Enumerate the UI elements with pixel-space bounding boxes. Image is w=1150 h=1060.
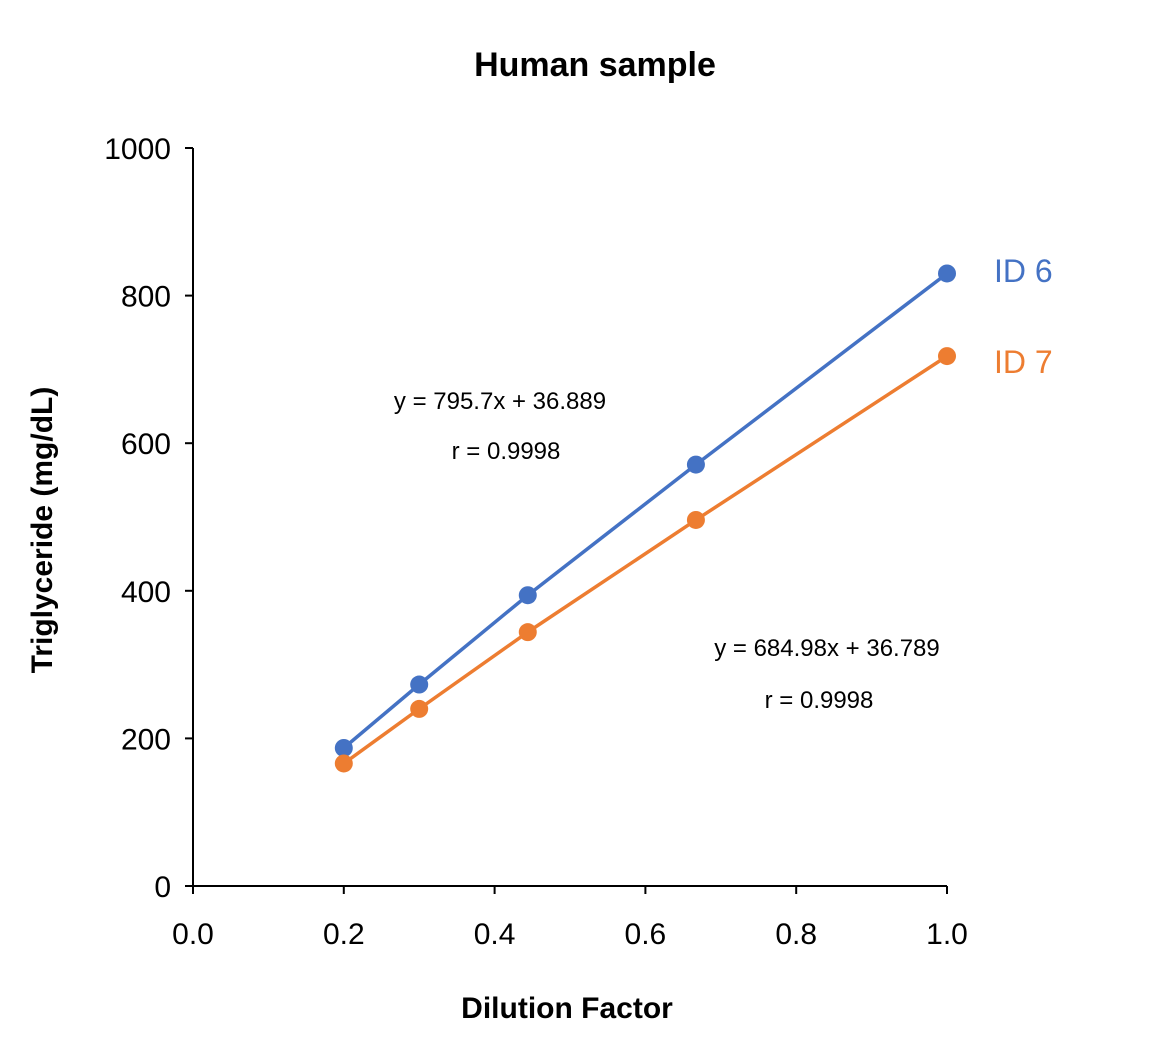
data-point-id7 bbox=[518, 623, 537, 642]
y-tick-label: 200 bbox=[121, 723, 171, 756]
data-point-id7 bbox=[938, 347, 956, 366]
y-tick-label: 0 bbox=[154, 871, 171, 904]
r-value-id6: r = 0.9998 bbox=[452, 438, 561, 465]
axes bbox=[185, 147, 948, 894]
series-label-id7: ID 7 bbox=[994, 344, 1053, 380]
y-tick-label: 1000 bbox=[104, 133, 171, 166]
x-tick-labels: 0.0 0.2 0.4 0.6 0.8 1.0 bbox=[172, 918, 968, 951]
series-line-id6 bbox=[342, 272, 949, 750]
chart-title: Human sample bbox=[474, 46, 716, 84]
data-point-id6 bbox=[686, 455, 705, 474]
series-group bbox=[334, 264, 956, 773]
r-value-id7: r = 0.9998 bbox=[765, 687, 874, 714]
x-tick-label: 0.0 bbox=[172, 918, 214, 951]
y-tick-label: 600 bbox=[121, 428, 171, 461]
data-point-id7 bbox=[334, 754, 353, 773]
y-tick-label: 400 bbox=[121, 576, 171, 609]
x-tick-label: 0.8 bbox=[775, 918, 817, 951]
x-axis-label: Dilution Factor bbox=[461, 992, 673, 1025]
x-tick-label: 0.4 bbox=[474, 918, 516, 951]
data-point-id6 bbox=[410, 675, 429, 694]
series-label-id6: ID 6 bbox=[994, 253, 1053, 289]
data-point-id6 bbox=[334, 738, 353, 757]
data-point-id7 bbox=[686, 510, 705, 529]
y-tick-labels: 0 200 400 600 800 1000 bbox=[104, 133, 171, 904]
data-point-id6 bbox=[938, 264, 956, 283]
x-tick-label: 1.0 bbox=[926, 918, 968, 951]
x-tick-label: 0.6 bbox=[625, 918, 667, 951]
data-point-id6 bbox=[518, 586, 537, 605]
x-tick-label: 0.2 bbox=[323, 918, 365, 951]
y-tick-label: 800 bbox=[121, 281, 171, 314]
equation-id7: y = 684.98x + 36.789 bbox=[714, 635, 940, 662]
data-point-id7 bbox=[410, 699, 429, 718]
y-axis-label: Triglyceride (mg/dL) bbox=[26, 387, 59, 674]
equation-id6: y = 795.7x + 36.889 bbox=[394, 388, 606, 415]
